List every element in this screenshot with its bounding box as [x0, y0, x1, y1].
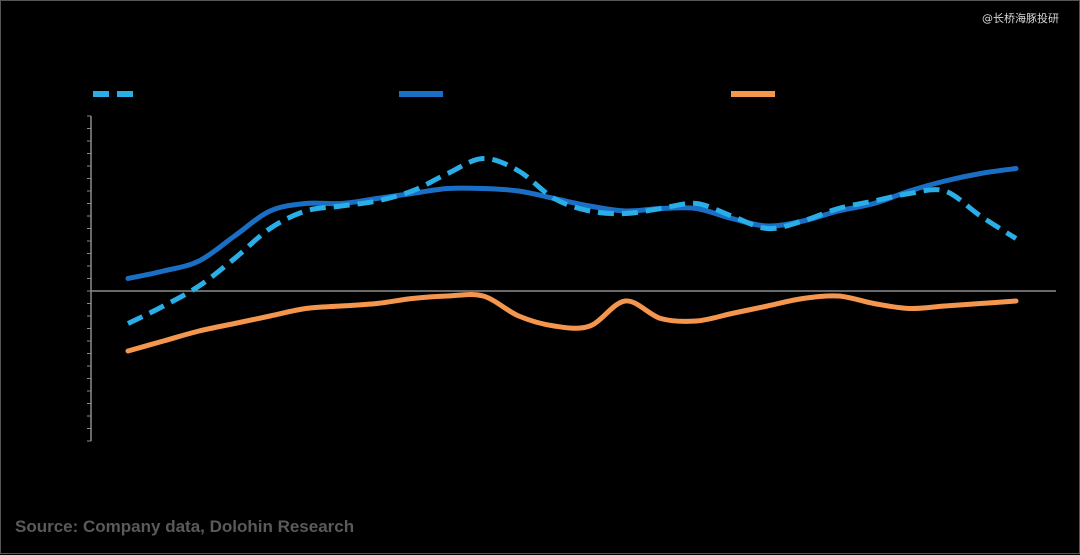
- series-layer: [125, 156, 1019, 354]
- source-note: Source: Company data, Dolohin Research: [15, 517, 355, 536]
- axes: [87, 115, 1056, 442]
- watermark: @长桥海豚投研: [982, 12, 1059, 25]
- series-line-2: [125, 166, 1019, 281]
- series-line-3: [125, 291, 1019, 354]
- series-line-1: [126, 156, 1018, 326]
